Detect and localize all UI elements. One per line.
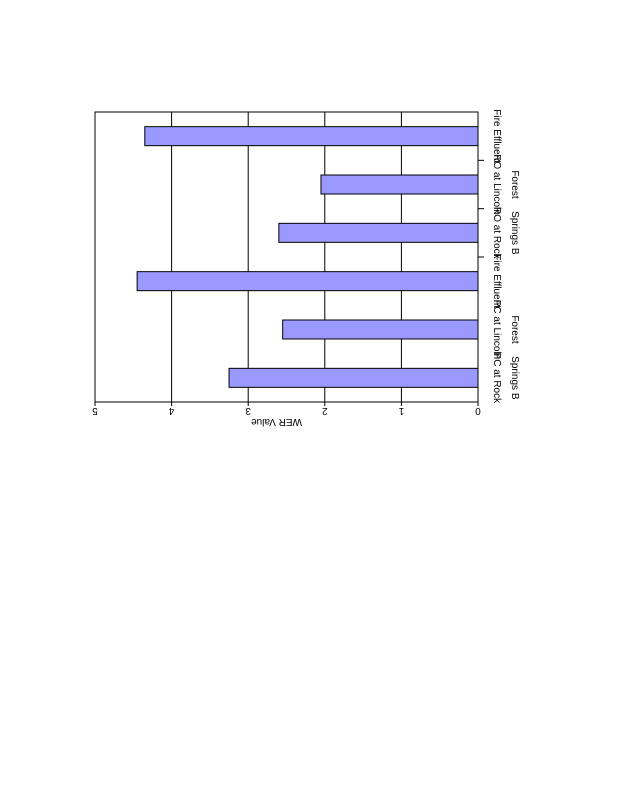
category-label: Fire Effluent	[491, 109, 502, 163]
bar	[136, 271, 479, 292]
bar	[228, 367, 479, 388]
category-label: Springs B	[509, 211, 520, 255]
category-label: Forest	[509, 315, 520, 344]
category-label: Springs B	[509, 356, 520, 400]
category-label: PC at Rock	[491, 353, 502, 405]
x-tick-label: 0	[475, 405, 481, 416]
category-label: Fire Effluent	[491, 254, 502, 308]
x-axis-title: WER Value	[251, 416, 302, 427]
plot-area: 0 1 2 3 4 5 WER Value PC at Rock Springs B PC at …	[92, 109, 520, 427]
bar	[320, 174, 479, 195]
bar	[278, 222, 479, 243]
x-tick-label: 4	[168, 405, 174, 416]
category-label: PC at Lincoln	[491, 300, 502, 359]
x-tick-label: 2	[322, 405, 328, 416]
x-tick-label: 1	[398, 405, 404, 416]
bar	[144, 126, 479, 147]
category-label: Forest	[509, 170, 520, 199]
x-tick-label: 5	[92, 405, 98, 416]
plot-frame	[94, 111, 479, 403]
category-label: RO at Lincoln	[491, 154, 502, 215]
x-tick-label: 3	[245, 405, 251, 416]
bar	[282, 319, 479, 340]
category-label: RO at Rock	[491, 207, 502, 260]
